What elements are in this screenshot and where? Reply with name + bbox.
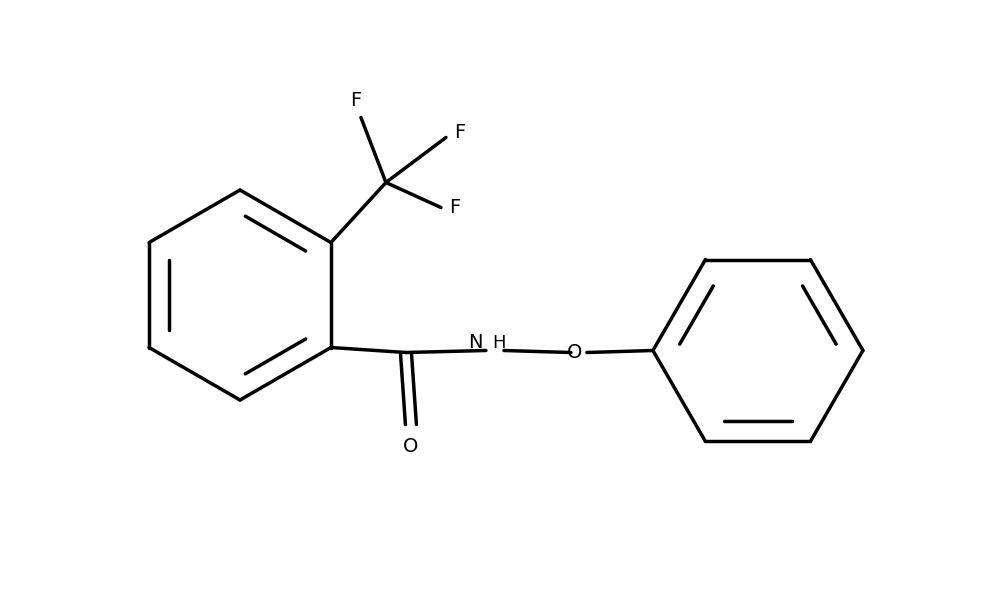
Text: N: N: [468, 333, 482, 352]
Text: F: F: [453, 123, 465, 142]
Text: F: F: [448, 198, 459, 217]
Text: F: F: [350, 91, 361, 109]
Text: H: H: [491, 334, 505, 352]
Text: O: O: [403, 437, 418, 455]
Text: O: O: [567, 343, 582, 362]
